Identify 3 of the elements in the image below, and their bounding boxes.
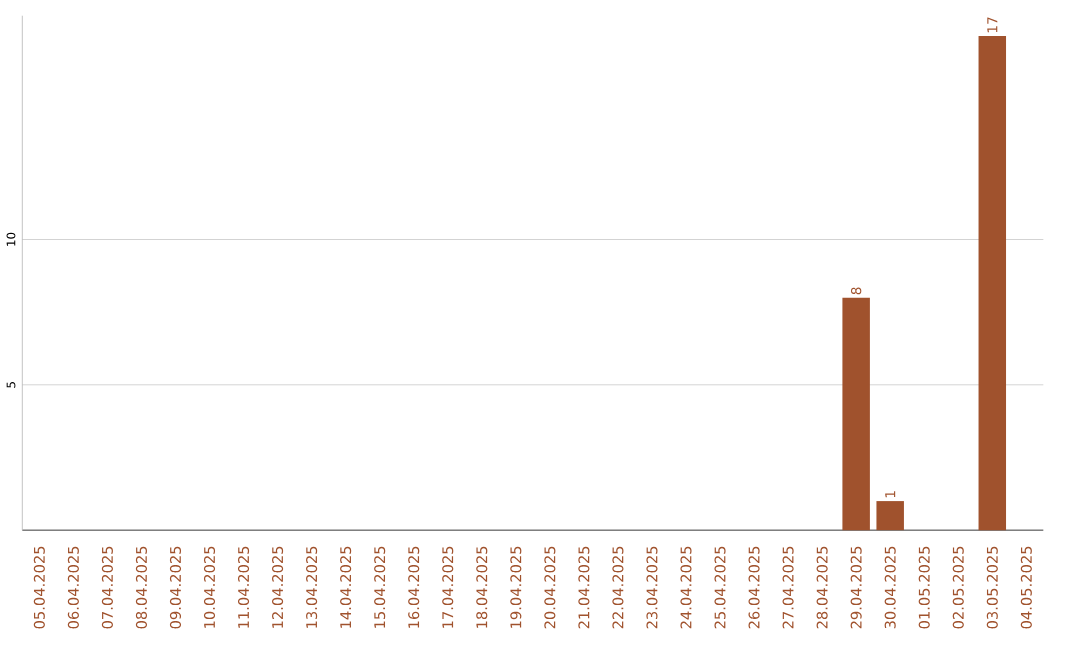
bar [842,297,870,531]
bar [978,36,1007,531]
bar [876,501,904,531]
